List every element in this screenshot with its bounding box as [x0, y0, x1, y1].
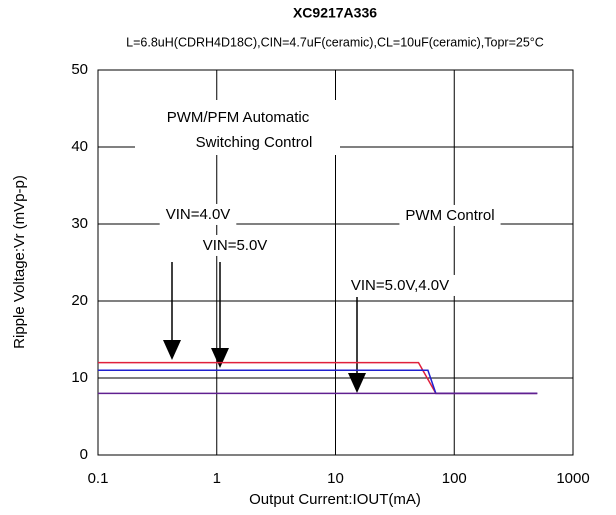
annotation-backgrounds: [135, 100, 501, 296]
x-tick-label: 1: [213, 470, 221, 487]
annotation: PWM/PFM Automatic: [167, 109, 310, 126]
annotation: Switching Control: [196, 134, 313, 151]
annotation-background: [189, 131, 319, 153]
annotation: VIN=5.0V,4.0V: [351, 277, 449, 294]
y-tick-label: 10: [71, 369, 88, 386]
x-tick-label: 0.1: [88, 470, 109, 487]
annotation: VIN=4.0V: [166, 206, 231, 223]
chart-subtitle: L=6.8uH(CDRH4D18C),CIN=4.7uF(ceramic),CL…: [126, 35, 544, 49]
y-tick-label: 20: [71, 292, 88, 309]
y-axis-label: Ripple Voltage:Vr (mVp-p): [11, 175, 28, 349]
x-tick-label: 100: [442, 470, 467, 487]
annotation-background: [196, 234, 274, 256]
y-tick-label: 30: [71, 215, 88, 232]
annotation: PWM Control: [405, 207, 494, 224]
arrow-head: [348, 373, 366, 393]
y-tick-label: 50: [71, 61, 88, 78]
annotation-background: [160, 106, 316, 128]
series-line: [98, 369, 538, 395]
arrow-head: [211, 348, 229, 368]
annotation-background: [344, 274, 456, 296]
x-tick-label: 10: [327, 470, 344, 487]
annotation: VIN=5.0V: [203, 237, 268, 254]
arrow-head: [163, 340, 181, 360]
x-tick-label: 1000: [556, 470, 589, 487]
annotation-background: [159, 203, 237, 225]
plot-frame: [97, 69, 574, 456]
x-axis-label: Output Current:IOUT(mA): [249, 491, 421, 508]
y-tick-label: 40: [71, 138, 88, 155]
chart-title: XC9217A336: [293, 5, 377, 21]
y-tick-label: 0: [80, 446, 88, 463]
annotation-background: [399, 204, 501, 226]
